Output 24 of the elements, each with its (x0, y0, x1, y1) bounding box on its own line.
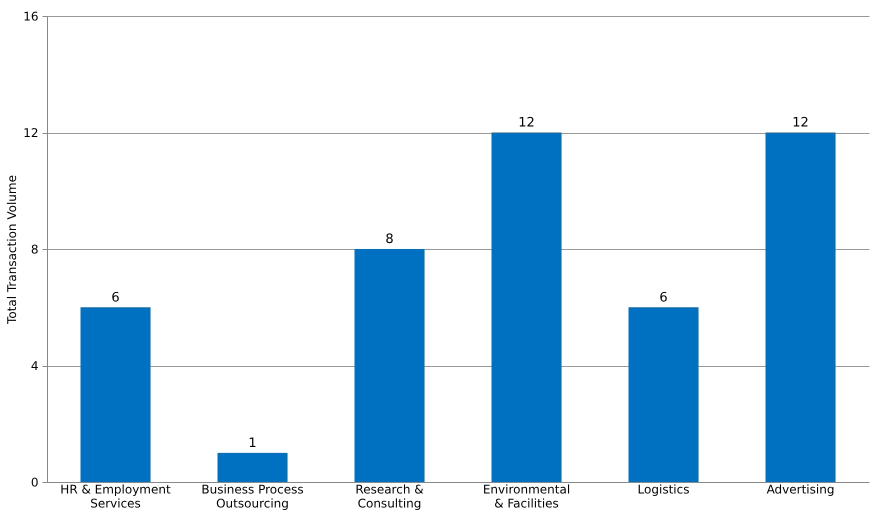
x-tick-label: Advertising (766, 482, 834, 496)
y-tick-label: 0 (30, 476, 38, 490)
x-tick-label: Business Process Outsourcing (201, 482, 304, 510)
x-tick-label: HR & Employment Services (60, 482, 171, 510)
bar (492, 132, 562, 482)
data-label: 1 (248, 436, 257, 451)
bar (766, 132, 836, 482)
y-tick-label: 4 (30, 359, 38, 373)
x-tick-label: Logistics (638, 482, 690, 496)
data-label: 6 (659, 290, 668, 306)
y-tick-label: 12 (23, 126, 38, 140)
data-label: 12 (518, 116, 535, 130)
bar (80, 307, 150, 482)
bar (628, 307, 698, 482)
y-tick-label: 16 (23, 10, 38, 24)
x-tick-label: Research & Consulting (355, 482, 424, 510)
data-label: 8 (385, 232, 394, 247)
data-label: 6 (111, 290, 120, 306)
y-tick-label: 8 (30, 242, 38, 256)
data-label: 12 (792, 116, 809, 130)
y-axis-title: Total Transaction Volume (5, 175, 20, 325)
bar (354, 249, 424, 482)
bar (218, 452, 288, 482)
x-tick-label: Environmental & Facilities (482, 482, 570, 510)
